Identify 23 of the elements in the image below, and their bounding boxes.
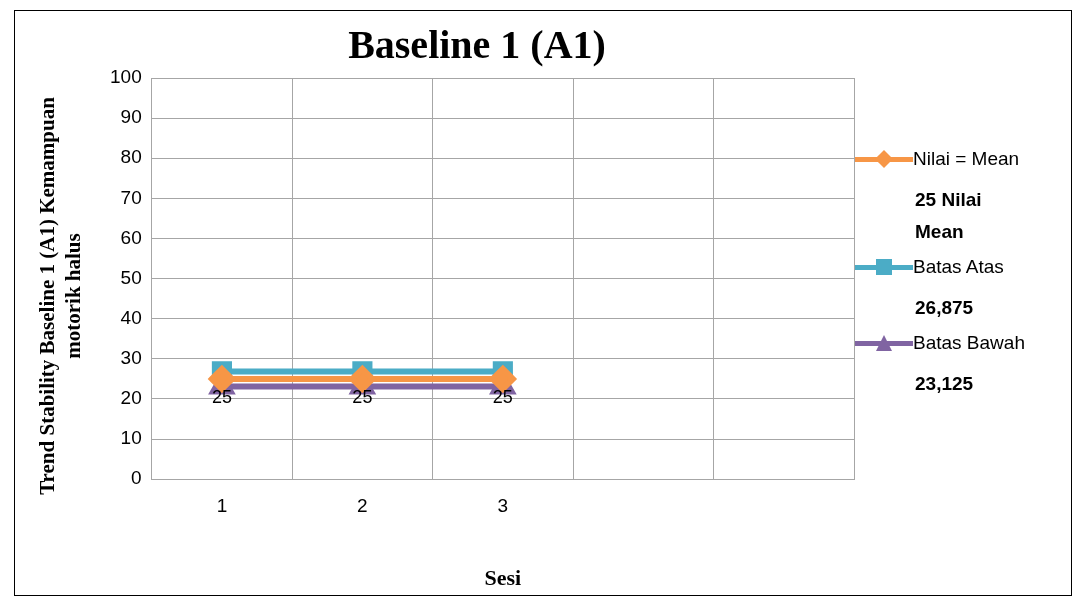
text: 26,875 — [915, 296, 975, 320]
y-tick-label: 70 — [120, 186, 142, 208]
y-tick-label: 10 — [120, 427, 142, 449]
y-tick-label: 50 — [120, 266, 142, 288]
legend-label: Nilai = Mean — [913, 148, 1020, 170]
text: 23,125 — [915, 372, 975, 396]
y-tick-label: 90 — [120, 106, 142, 128]
x-tick-label: 1 — [216, 494, 228, 516]
y-tick-label: 40 — [120, 306, 142, 328]
y-tick-label: 0 — [131, 467, 142, 489]
y-tick-label: 60 — [120, 226, 142, 248]
chart-title: Baseline 1 (A1) — [348, 22, 606, 68]
legend-label: Batas Bawah — [913, 332, 1025, 354]
y-axis-title: Trend Stability Baseline 1 (A1) Kemampuan motorik halus — [34, 96, 86, 497]
x-tick-label: 3 — [497, 494, 509, 516]
y-tick-label: 80 — [120, 146, 142, 168]
x-axis-title: Sesi — [484, 565, 522, 590]
x-tick-label: 2 — [357, 494, 368, 516]
y-tick-label: 20 — [120, 387, 142, 409]
text: 25 Nilai Mean — [915, 188, 983, 244]
legend-label: Batas Atas — [913, 256, 1004, 278]
y-tick-label: 100 — [110, 66, 142, 88]
y-tick-label: 30 — [120, 347, 142, 369]
